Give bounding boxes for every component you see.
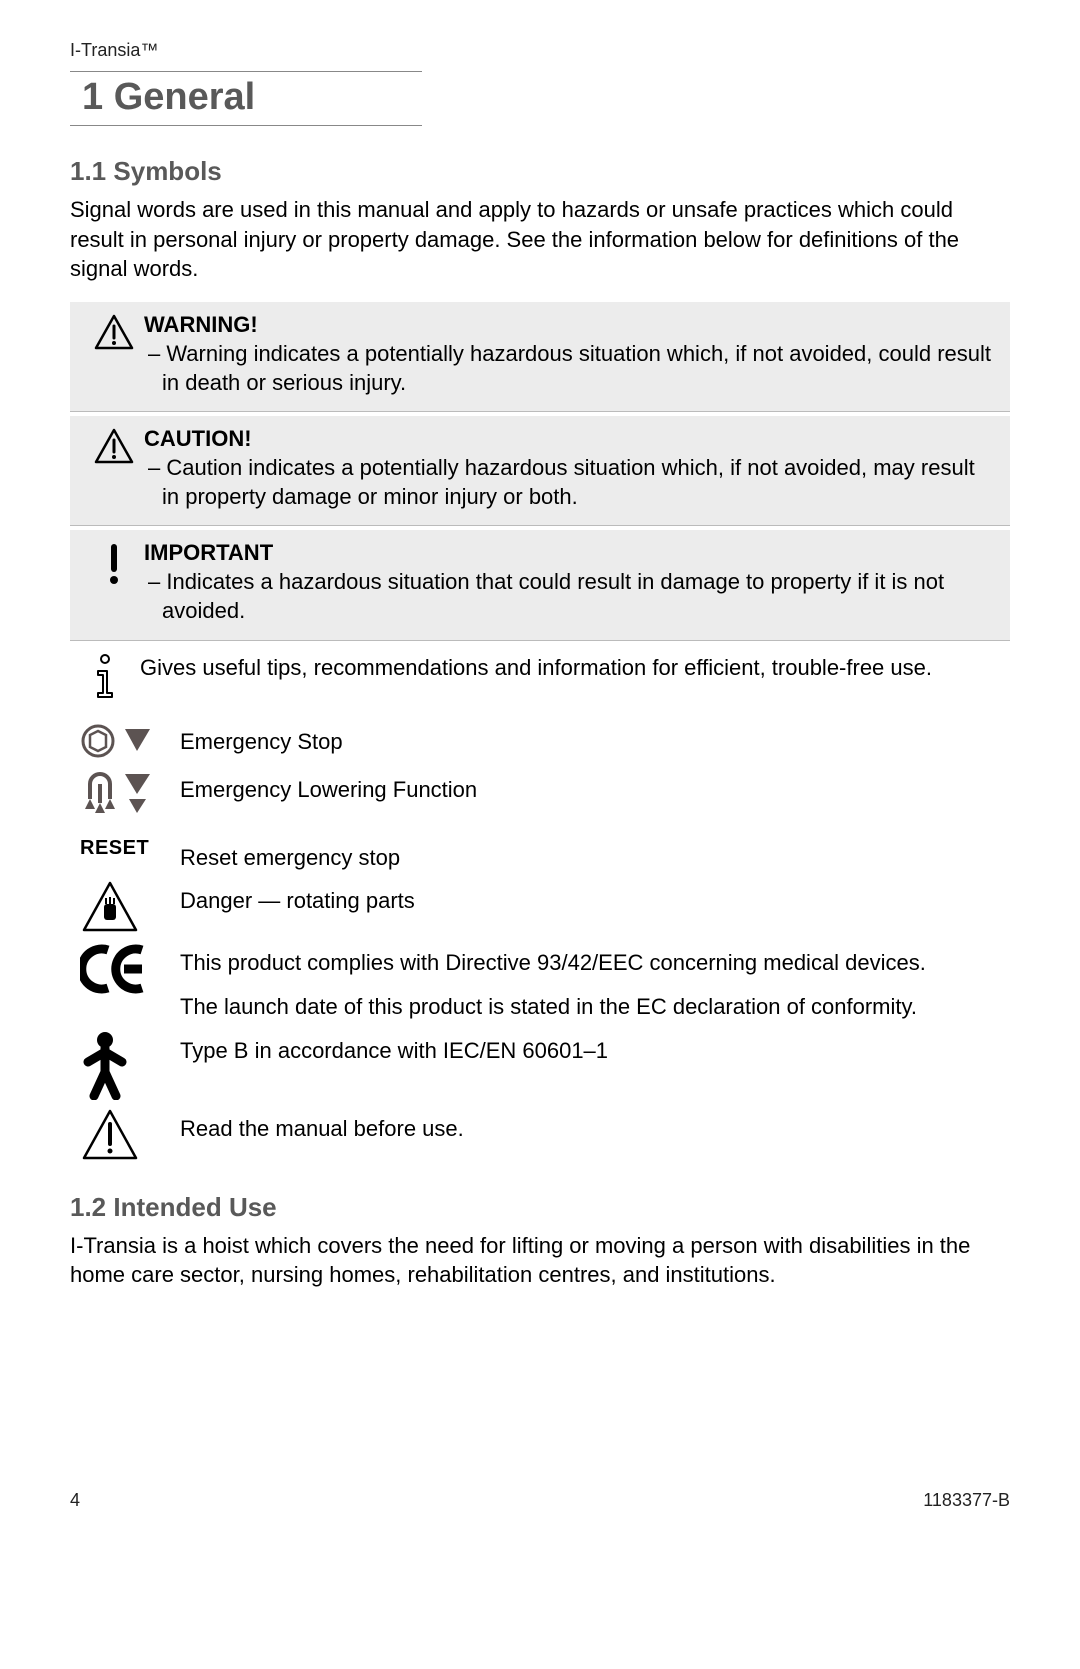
page-number: 4 [70, 1490, 80, 1511]
info-text: Gives useful tips, recommendations and i… [140, 653, 1010, 683]
section-1-2-number: 1.2 [70, 1192, 106, 1222]
doc-number: 1183377-B [923, 1490, 1010, 1511]
rotating-parts-text: Danger — rotating parts [180, 880, 1010, 916]
section-1-2-label: Intended Use [113, 1192, 276, 1222]
symbol-reset: RESET Reset emergency stop [70, 837, 1010, 873]
callout-warning: WARNING! – Warning indicates a potential… [70, 302, 1010, 412]
section-1-1-intro: Signal words are used in this manual and… [70, 195, 1010, 284]
symbol-read-manual: Read the manual before use. [70, 1108, 1010, 1162]
warning-body: – Warning indicates a potentially hazard… [144, 340, 996, 397]
reset-label: RESET [80, 837, 149, 860]
symbol-rotating-parts: Danger — rotating parts [70, 880, 1010, 934]
caution-triangle-icon [94, 428, 134, 464]
info-row: Gives useful tips, recommendations and i… [70, 653, 1010, 701]
section-1-1-label: Symbols [113, 156, 221, 186]
warning-triangle-icon [94, 314, 134, 350]
callout-caution: CAUTION! – Caution indicates a potential… [70, 416, 1010, 526]
callout-important: IMPORTANT – Indicates a hazardous situat… [70, 530, 1010, 640]
section-1-number: 1 [82, 76, 103, 118]
emergency-lowering-icon [80, 769, 160, 829]
important-body: – Indicates a hazardous situation that c… [144, 568, 996, 625]
section-1-label: General [114, 76, 256, 118]
section-1-2-title: 1.2 Intended Use [70, 1192, 1010, 1223]
warning-title: WARNING! [144, 312, 996, 338]
section-1-2-body: I-Transia is a hoist which covers the ne… [70, 1231, 1010, 1290]
section-1-title: 1 General [70, 71, 422, 126]
caution-title: CAUTION! [144, 426, 996, 452]
type-b-person-icon [80, 1030, 130, 1100]
section-1-1-number: 1.1 [70, 156, 106, 186]
important-title: IMPORTANT [144, 540, 996, 566]
symbol-emergency-lowering: Emergency Lowering Function [70, 769, 1010, 829]
emergency-stop-text: Emergency Stop [180, 721, 1010, 757]
read-manual-icon [80, 1108, 140, 1162]
page-footer: 4 1183377-B [70, 1490, 1010, 1511]
type-b-text: Type B in accordance with IEC/EN 60601–1 [180, 1030, 1010, 1066]
symbol-ce: This product complies with Directive 93/… [70, 942, 1010, 1021]
symbol-type-b: Type B in accordance with IEC/EN 60601–1 [70, 1030, 1010, 1100]
info-icon [92, 653, 118, 701]
section-1-1-title: 1.1 Symbols [70, 156, 1010, 187]
important-exclamation-icon [104, 542, 124, 586]
emergency-lowering-text: Emergency Lowering Function [180, 769, 1010, 805]
product-header: I-Transia™ [70, 40, 1010, 61]
emergency-stop-icon [80, 721, 160, 761]
ce-text-line2: The launch date of this product is state… [180, 992, 1010, 1022]
read-manual-text: Read the manual before use. [180, 1108, 1010, 1144]
symbol-emergency-stop: Emergency Stop [70, 721, 1010, 761]
reset-text: Reset emergency stop [180, 837, 1010, 873]
rotating-parts-icon [80, 880, 140, 934]
ce-text-line1: This product complies with Directive 93/… [180, 948, 1010, 978]
caution-body: – Caution indicates a potentially hazard… [144, 454, 996, 511]
ce-mark-icon [80, 942, 150, 996]
